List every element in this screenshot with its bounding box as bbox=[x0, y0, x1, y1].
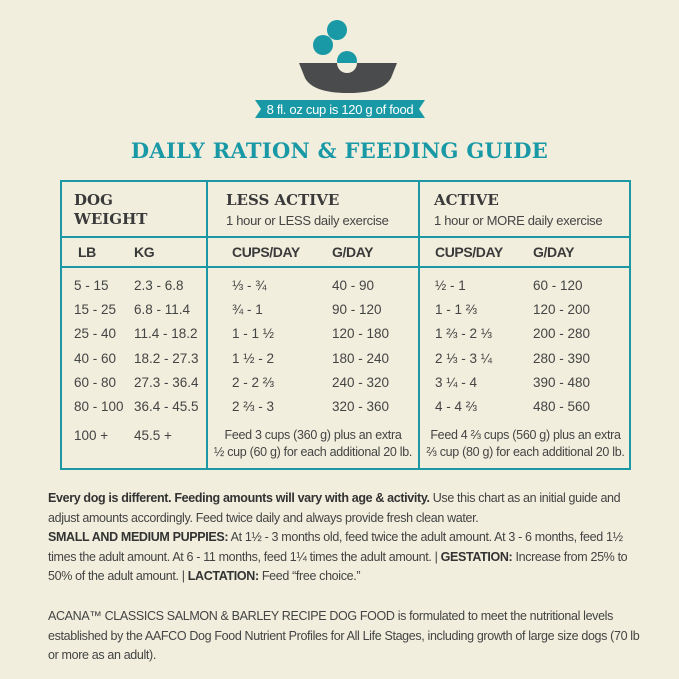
table-cell: 480 - 560 bbox=[533, 399, 591, 414]
lactation-text: Feed “free choice.” bbox=[258, 569, 361, 583]
table-cell: 80 - 100 bbox=[74, 399, 124, 414]
table-cell: 27.3 - 36.4 bbox=[134, 374, 199, 390]
table-cell: 280 - 390 bbox=[533, 350, 591, 366]
puppies-note: SMALL AND MEDIUM PUPPIES: At 1½ - 3 mont… bbox=[48, 528, 648, 587]
bowl-with-food-icon bbox=[255, 20, 425, 118]
gestation-text: Increase from 25% to 50% of the adult am… bbox=[48, 549, 628, 584]
table-cell: 1 - 1 ⅔ bbox=[435, 302, 478, 318]
table-cell: 2.3 - 6.8 bbox=[134, 278, 184, 293]
table-cell: 15 - 25 bbox=[74, 302, 117, 318]
table-cell: 320 - 360 bbox=[332, 399, 390, 414]
table-cell: 240 - 320 bbox=[332, 374, 390, 390]
general-note: Every dog is different. Feeding amounts … bbox=[48, 489, 648, 528]
table-cell: ¾ - 1 bbox=[232, 302, 263, 318]
table-cell: 40 - 90 bbox=[332, 278, 375, 293]
col-active-cups: CUPS/DAY bbox=[435, 244, 503, 260]
table-cell: 40 - 60 bbox=[74, 350, 117, 366]
note-line: Feed 4 ⅔ cups (560 g) plus an extra bbox=[430, 428, 621, 442]
less-active-extra-note: Feed 3 cups (360 g) plus an extra ½ cup … bbox=[208, 427, 418, 461]
col-active-grams: G/DAY bbox=[533, 244, 575, 260]
table-cell: 180 - 240 bbox=[332, 350, 390, 366]
table-cell: 18.2 - 27.3 bbox=[134, 350, 199, 366]
table-cell: 1 ½ - 2 bbox=[232, 350, 275, 366]
col-less-cups: CUPS/DAY bbox=[232, 244, 300, 260]
table-cell: ½ - 1 bbox=[435, 278, 466, 293]
table-cell: 120 - 180 bbox=[332, 326, 390, 342]
table-cell: 90 - 120 bbox=[332, 302, 382, 318]
table-cell: 36.4 - 45.5 bbox=[134, 399, 199, 414]
page-title: DAILY RATION & FEEDING GUIDE bbox=[130, 138, 549, 163]
table-cell: 5 - 15 bbox=[74, 278, 109, 293]
note-line: ½ cup (60 g) for each additional 20 lb. bbox=[213, 445, 413, 459]
note-line: ⅔ cup (80 g) for each additional 20 lb. bbox=[426, 445, 625, 459]
table-cell: 25 - 40 bbox=[74, 326, 117, 342]
puppies-label: SMALL AND MEDIUM PUPPIES: bbox=[48, 530, 229, 544]
table-cell: 120 - 200 bbox=[533, 302, 591, 318]
active-extra-note: Feed 4 ⅔ cups (560 g) plus an extra ⅔ cu… bbox=[420, 427, 631, 461]
table-cell: ⅓ - ¾ bbox=[232, 278, 267, 293]
table-cell: 60 - 80 bbox=[74, 374, 117, 390]
last-row-lb: 100 + bbox=[74, 428, 109, 443]
weight-header-line1: DOG bbox=[74, 191, 113, 209]
table-cell: 390 - 480 bbox=[533, 374, 591, 390]
table-cell: 6.8 - 11.4 bbox=[134, 302, 191, 318]
less-active-subtitle: 1 hour or LESS daily exercise bbox=[226, 213, 389, 228]
table-cell: 60 - 120 bbox=[533, 278, 583, 293]
feeding-table: DOG WEIGHT LESS ACTIVE 1 hour or LESS da… bbox=[60, 180, 631, 470]
table-cell: 2 - 2 ⅔ bbox=[232, 374, 275, 390]
puppies-text: At 1½ - 3 months old, feed twice the adu… bbox=[48, 530, 623, 564]
table-cell: 11.4 - 18.2 bbox=[134, 326, 198, 342]
note-line: Feed 3 cups (360 g) plus an extra bbox=[224, 428, 402, 442]
last-row-kg: 45.5 + bbox=[134, 428, 172, 443]
active-title: ACTIVE bbox=[434, 191, 499, 209]
less-active-title: LESS ACTIVE bbox=[226, 191, 340, 209]
col-less-grams: G/DAY bbox=[332, 244, 374, 260]
table-cell: 1 ⅔ - 2 ⅓ bbox=[435, 326, 493, 342]
weight-header-line2: WEIGHT bbox=[74, 210, 148, 228]
table-cell: 4 - 4 ⅔ bbox=[435, 399, 478, 414]
table-cell: 1 - 1 ½ bbox=[232, 326, 275, 342]
aafco-statement: ACANA™ CLASSICS SALMON & BARLEY RECIPE D… bbox=[48, 609, 640, 662]
general-note-bold: Every dog is different. Feeding amounts … bbox=[48, 491, 430, 505]
lactation-label: LACTATION: bbox=[187, 569, 259, 583]
table-cell: 3 ¼ - 4 bbox=[435, 374, 478, 390]
table-cell: 2 ⅓ - 3 ¼ bbox=[435, 350, 493, 366]
table-cell: 2 ⅔ - 3 bbox=[232, 399, 275, 414]
col-lb: LB bbox=[78, 244, 96, 260]
active-subtitle: 1 hour or MORE daily exercise bbox=[434, 213, 603, 228]
general-note-text: Use this chart as an initial guide and a… bbox=[48, 491, 621, 525]
table-cell: 200 - 280 bbox=[533, 326, 591, 342]
col-kg: KG bbox=[134, 244, 155, 260]
cup-size-note: 8 fl. oz cup is 120 g of food bbox=[266, 102, 414, 117]
gestation-label: GESTATION: bbox=[440, 549, 513, 564]
